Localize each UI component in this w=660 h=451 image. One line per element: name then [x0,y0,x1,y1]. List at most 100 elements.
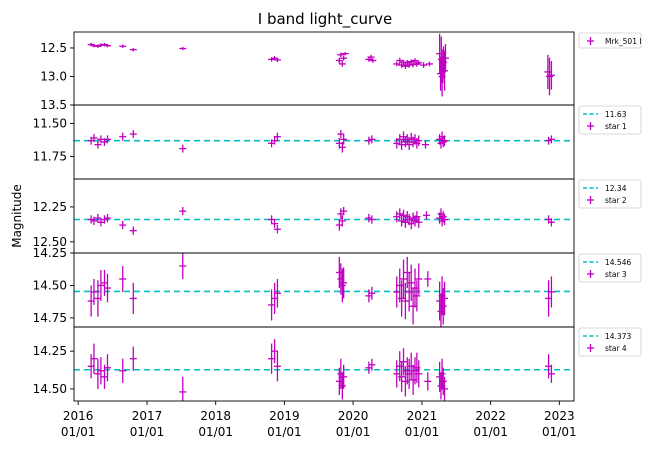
legend-series-label: star 3 [605,270,627,279]
data-point [422,211,430,220]
data-point [393,61,401,67]
panel-frame [73,326,575,402]
legend-box [578,253,642,283]
data-point [547,276,555,308]
data-point [100,269,108,296]
data-point [547,135,555,144]
y-tick-label: 14.50 [33,382,67,396]
data-point [340,134,348,145]
data-point [396,208,404,220]
legend: 12.34 star 2 [578,179,642,209]
y-tick-label: 13.5 [40,98,67,112]
data-point [179,376,187,401]
data-point [438,358,446,389]
data-point [100,364,108,389]
data-point [268,215,276,224]
x-tick-label-year: 2020 [338,409,369,423]
data-point [179,206,187,216]
legend: 14.373 star 4 [578,327,642,357]
data-point [338,268,346,303]
legend-ref-label: 12.34 [605,184,627,193]
data-point [97,357,105,385]
x-tick-label-year: 2022 [475,409,506,423]
data-point [547,364,555,383]
data-point [398,361,406,392]
data-point [335,367,343,395]
data-point [340,206,348,216]
y-tick-label: 12.25 [33,200,67,214]
data-point [393,211,401,223]
data-point [340,364,348,389]
y-axis-label: Magnitude [10,184,24,248]
y-tick-label: 12.50 [33,235,67,249]
data-point [424,271,432,287]
y-tick-label: 13.0 [40,69,67,83]
y-tick-label: 12.5 [40,41,67,55]
data-point [335,57,343,64]
data-point [335,256,343,289]
data-point [179,144,187,153]
data-point [368,358,376,371]
data-point [441,281,449,316]
x-tick-label-date: 01/01 [130,425,165,439]
y-tick-label: 14.25 [33,344,67,358]
data-point [97,218,105,227]
data-point [424,372,432,391]
data-point [179,253,187,279]
data-point [441,213,449,226]
data-point [179,46,187,51]
data-point [415,360,423,388]
data-point [400,209,408,221]
data-point [369,58,377,63]
data-point [365,289,373,303]
x-tick-label-date: 01/01 [405,425,440,439]
data-point [119,44,127,48]
panel-frame [73,178,575,254]
legend-series-label: Mrk_501 I [605,37,642,46]
data-point [401,63,409,70]
legend: 11.63 star 1 [578,105,642,135]
legend-box [578,32,642,49]
legend-box [578,179,642,209]
data-point [97,269,105,302]
panel-2: 11.50 11.75 11.63 star 1 [33,104,642,180]
x-axis: 2016 01/01 2017 01/01 2018 01/01 2019 01/01 2020… [61,401,577,439]
data-point [439,136,447,148]
legend: 14.546 star 3 [578,253,642,283]
chart-title: I band light_curve [258,10,392,29]
data-point [441,50,449,91]
legend-ref-label: 14.373 [605,332,631,341]
data-point [103,135,111,144]
data-point [393,360,401,388]
data-point [338,61,346,67]
data-point [103,273,111,303]
legend-box [578,327,642,357]
data-point [340,55,348,61]
data-point [367,54,375,60]
panel-3: 12.25 12.50 12.34 star 2 [33,178,642,254]
data-point [365,136,373,145]
data-point [396,57,404,64]
data-point [271,219,279,228]
data-point [441,135,449,146]
data-point [340,267,348,299]
data-point [439,288,447,325]
x-tick-label-date: 01/01 [473,425,508,439]
x-tick-label-date: 01/01 [542,425,577,439]
legend-series-label: star 4 [605,344,627,353]
panels-group: 12.5 13.0 13.5 Mrk_501 I 11.50 11.75 11.63 star… [33,31,642,402]
x-tick-label-year: 2017 [132,409,163,423]
data-point [103,43,111,48]
x-tick-label-date: 01/01 [61,425,96,439]
plot-area [74,206,574,235]
data-point [398,62,406,68]
data-point [368,215,376,224]
data-point [547,61,555,90]
data-point [273,132,281,141]
legend-box [578,105,642,135]
plot-area [74,253,574,327]
plot-area [74,130,574,153]
data-point [103,354,111,382]
data-point [94,213,102,223]
